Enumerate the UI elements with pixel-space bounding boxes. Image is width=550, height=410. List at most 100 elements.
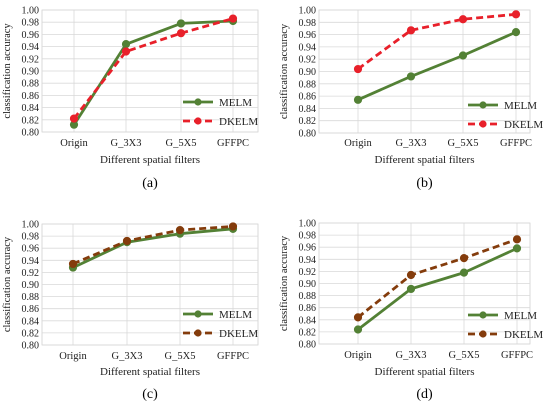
data-point-dkelm: [176, 29, 186, 38]
y-tick-label: 1.00: [299, 219, 317, 230]
legend-label-melm: MELM: [219, 309, 252, 321]
y-tick-label: 0.96: [22, 244, 40, 255]
data-point-melm: [511, 28, 521, 37]
data-point-melm: [353, 95, 363, 104]
y-tick-label: 1.00: [22, 6, 40, 17]
y-tick-label: 0.96: [299, 243, 317, 254]
y-tick-label: 0.82: [299, 327, 317, 338]
legend-label-dkelm: DKELM: [504, 119, 543, 131]
data-point-melm: [406, 72, 416, 81]
x-tick-label: GFFPC: [500, 138, 532, 149]
x-axis-label: Different spatial filters: [375, 366, 475, 378]
y-tick-label: 0.90: [299, 279, 317, 290]
panel-label: (d): [416, 387, 433, 402]
data-point-dkelm: [512, 235, 522, 244]
panel-label: (b): [416, 176, 433, 191]
legend-marker-dkelm: [194, 117, 202, 125]
legend-marker-dkelm: [479, 330, 487, 338]
legend-label-melm: MELM: [219, 97, 252, 109]
y-tick-label: 0.86: [22, 91, 40, 102]
legend-label-melm: MELM: [504, 310, 537, 322]
x-tick-label: GFFPC: [501, 350, 533, 361]
y-tick-label: 0.84: [22, 316, 40, 327]
y-tick-label: 0.80: [22, 128, 40, 139]
y-tick-label: 0.94: [22, 256, 40, 267]
data-point-dkelm: [406, 26, 416, 35]
chart-panel-1: 0.80 0.820.840.860.880.90 0.920.940.960.98…: [2, 6, 259, 191]
panel-label: (c): [142, 387, 158, 402]
y-tick-label: 0.92: [22, 54, 40, 65]
data-point-dkelm: [68, 259, 78, 269]
y-tick-label: 0.80: [299, 340, 317, 351]
y-tick-label: 0.86: [22, 304, 40, 315]
data-point-dkelm: [406, 270, 416, 280]
y-tick-label: 0.88: [22, 79, 40, 90]
y-tick-label: 0.82: [22, 328, 40, 339]
y-tick-label: 0.90: [22, 280, 40, 291]
data-point-dkelm: [69, 114, 79, 123]
y-tick-label: 0.80: [22, 341, 40, 352]
data-point-melm: [512, 244, 522, 253]
legend-label-dkelm: DKELM: [504, 329, 543, 341]
legend-marker-melm: [479, 311, 487, 319]
data-point-melm: [406, 284, 416, 294]
x-tick-label: G_3X3: [396, 350, 427, 361]
series-line-melm: [72, 227, 234, 269]
x-tick-label: GFFPC: [217, 351, 249, 362]
y-tick-label: 0.80: [299, 129, 317, 140]
y-tick-label: 0.92: [299, 267, 317, 278]
data-point-melm: [459, 268, 469, 277]
series-line-melm: [72, 19, 234, 126]
x-tick-label: Origin: [344, 138, 372, 149]
y-tick-label: 0.84: [22, 103, 40, 114]
data-point-dkelm: [353, 64, 363, 74]
legend-marker-dkelm: [194, 329, 202, 337]
y-tick-label: 0.98: [22, 232, 40, 243]
y-tick-label: 1.00: [299, 6, 317, 17]
x-tick-label: G_5X5: [449, 350, 480, 361]
legend-label-dkelm: DKELM: [219, 328, 258, 340]
series-line-dkelm: [357, 12, 517, 71]
y-axis-label: classification accuracy: [279, 23, 290, 119]
data-point-dkelm: [511, 10, 521, 19]
x-tick-label: G_5X5: [166, 138, 197, 149]
legend-marker-melm: [194, 98, 202, 106]
data-point-dkelm: [353, 313, 363, 322]
y-tick-label: 0.82: [22, 115, 40, 126]
y-tick-label: 1.00: [22, 220, 40, 231]
y-tick-label: 0.88: [299, 291, 317, 302]
y-axis-label: classification accuracy: [2, 23, 13, 119]
x-tick-label: G_5X5: [448, 138, 479, 149]
y-tick-label: 0.98: [299, 18, 317, 29]
y-tick-label: 0.84: [299, 104, 317, 115]
data-point-melm: [176, 19, 186, 28]
data-point-dkelm: [175, 225, 185, 235]
y-tick-label: 0.86: [299, 303, 317, 314]
data-point-dkelm: [228, 222, 238, 231]
x-tick-label: Origin: [344, 350, 372, 361]
chart-panel-2: 0.80 0.820.840.86 0.880.900.92 0.940.960.98…: [279, 6, 543, 192]
y-tick-label: 0.90: [299, 67, 317, 78]
x-tick-label: Origin: [59, 351, 87, 362]
y-axis-label: classification accuracy: [279, 235, 290, 331]
data-point-melm: [458, 51, 468, 60]
x-tick-label: G_3X3: [112, 351, 143, 362]
chart-panel-3: 0.80 0.820.840.860.880.900.920.940.960.98…: [2, 220, 259, 402]
legend-label-dkelm: DKELM: [219, 116, 258, 128]
y-tick-label: 0.84: [299, 315, 317, 326]
series-line-dkelm: [72, 17, 234, 120]
legend-marker-melm: [479, 101, 487, 109]
y-tick-label: 0.88: [299, 79, 317, 90]
y-tick-label: 0.82: [299, 116, 317, 127]
y-tick-label: 0.98: [299, 231, 317, 242]
data-point-melm: [353, 325, 363, 334]
y-tick-label: 0.90: [22, 67, 40, 78]
x-tick-label: G_3X3: [111, 138, 142, 149]
y-tick-label: 0.94: [22, 42, 40, 53]
y-tick-label: 0.92: [299, 55, 317, 66]
legend-marker-dkelm: [479, 120, 487, 128]
data-point-dkelm: [122, 236, 132, 246]
x-axis-label: Different spatial filters: [100, 154, 200, 166]
panel-label: (a): [142, 176, 158, 191]
